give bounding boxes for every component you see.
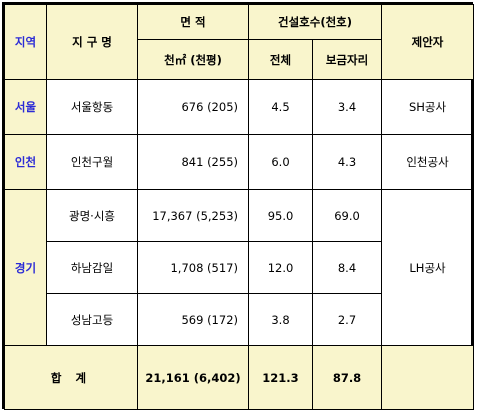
total-cell: 6.0 [248, 134, 313, 190]
total-label: 합 계 [4, 345, 138, 410]
total-area: 21,161 (6,402) [137, 345, 249, 410]
table-row: 서울 서울항동 676 (205) 4.5 3.4 SH공사 [4, 79, 474, 135]
total-cell: 95.0 [248, 189, 313, 242]
area-cell: 17,367 (5,253) [137, 189, 249, 242]
table-row: 인천 인천구월 841 (255) 6.0 4.3 인천공사 [4, 134, 474, 190]
district-cell: 하남감일 [46, 241, 138, 294]
area-unit-header: 천㎡ (천평) [137, 39, 249, 80]
district-header: 지 구 명 [46, 4, 138, 80]
proposer-cell: 인천공사 [381, 134, 474, 190]
housing-table: 지역 지 구 명 면 적 건설호수(천호) 제안자 천㎡ (천평) 전체 보금자… [4, 4, 474, 410]
total-row: 합 계 21,161 (6,402) 121.3 87.8 [4, 345, 474, 410]
area-cell: 841 (255) [137, 134, 249, 190]
total-blank [381, 345, 474, 410]
district-cell: 광명·시흥 [46, 189, 138, 242]
rental-cell: 3.4 [312, 79, 382, 135]
region-gyeonggi: 경기 [4, 189, 47, 346]
total-rental: 87.8 [312, 345, 382, 410]
proposer-cell: SH공사 [381, 79, 474, 135]
region-incheon: 인천 [4, 134, 47, 190]
proposer-cell: LH공사 [381, 189, 474, 346]
total-units: 121.3 [248, 345, 313, 410]
area-cell: 569 (172) [137, 293, 249, 346]
total-cell: 3.8 [248, 293, 313, 346]
district-cell: 성남고등 [46, 293, 138, 346]
district-cell: 인천구월 [46, 134, 138, 190]
rental-cell: 2.7 [312, 293, 382, 346]
district-cell: 서울항동 [46, 79, 138, 135]
region-header: 지역 [4, 4, 47, 80]
housing-rental-header: 보금자리 [312, 39, 382, 80]
table-row: 경기 광명·시흥 17,367 (5,253) 95.0 69.0 LH공사 [4, 189, 474, 346]
area-cell: 1,708 (517) [137, 241, 249, 294]
housing-header: 건설호수(천호) [248, 4, 382, 40]
rental-cell: 69.0 [312, 189, 382, 242]
total-cell: 4.5 [248, 79, 313, 135]
rental-cell: 8.4 [312, 241, 382, 294]
region-seoul: 서울 [4, 79, 47, 135]
header-row-1: 지역 지 구 명 면 적 건설호수(천호) 제안자 [4, 4, 474, 80]
table-row: 성남고등 569 (172) 3.8 2.7 [5, 293, 474, 346]
table-row: 하남감일 1,708 (517) 12.0 8.4 [5, 241, 474, 294]
area-cell: 676 (205) [137, 79, 249, 135]
housing-total-header: 전체 [248, 39, 313, 80]
proposer-header: 제안자 [381, 4, 474, 80]
total-cell: 12.0 [248, 241, 313, 294]
area-header: 면 적 [137, 4, 249, 40]
rental-cell: 4.3 [312, 134, 382, 190]
